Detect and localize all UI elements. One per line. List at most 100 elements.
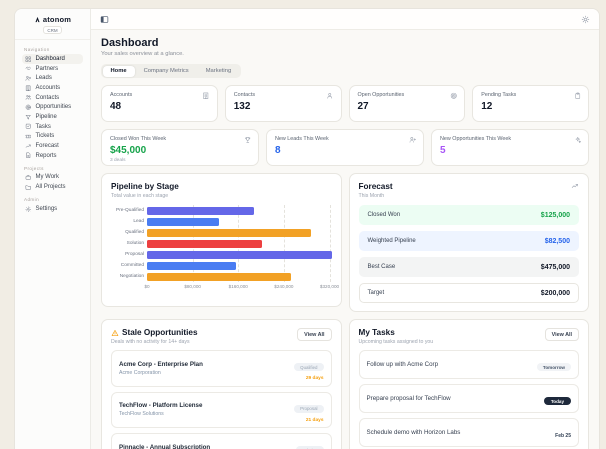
chart-x-tick: $160,000	[228, 284, 248, 289]
sidebar-toggle-icon[interactable]	[100, 15, 109, 24]
tab-home[interactable]: Home	[102, 65, 135, 77]
sidebar-item-label: Leads	[35, 75, 52, 82]
folder-icon	[25, 184, 32, 191]
forecast-value: $82,500	[544, 237, 570, 245]
sidebar-item-accounts[interactable]: Accounts	[22, 83, 83, 93]
sidebar-item-my-work[interactable]: My Work	[22, 173, 83, 183]
target-icon	[25, 104, 32, 111]
stale-view-all-button[interactable]: View All	[297, 328, 332, 341]
sidebar-item-reports[interactable]: Reports	[22, 151, 83, 161]
stage-badge: Qualified	[294, 363, 324, 371]
task-item[interactable]: Follow up with Acme Corp Tomorrow	[358, 350, 579, 379]
sidebar-item-opportunities[interactable]: Opportunities	[22, 102, 83, 112]
sidebar-item-label: Contacts	[35, 94, 60, 101]
stat-value: 5	[440, 145, 446, 156]
chart-category-label: Proposal	[125, 252, 144, 257]
stats-row: Accounts 48 Contacts 132 Open Opportunities 2…	[101, 85, 589, 122]
chart-row-lead: Lead	[111, 216, 332, 227]
forecast-rows: Closed Won $125,000 Weighted Pipeline $82,5…	[358, 205, 579, 303]
logo-badge: CRM	[43, 26, 62, 34]
logo-name: atonom	[42, 15, 72, 24]
chart-x-tick: $0	[144, 284, 150, 289]
forecast-row-closed-won: Closed Won $125,000	[358, 205, 579, 225]
chart-x-tick: $240,000	[274, 284, 294, 289]
sidebar-item-label: Opportunities	[35, 104, 72, 111]
sidebar-item-label: Partners	[35, 65, 59, 72]
forecast-label: Target	[367, 290, 385, 296]
chart-bar	[147, 239, 263, 248]
gear-icon	[25, 206, 32, 213]
building-icon	[25, 85, 32, 92]
users-icon	[25, 94, 32, 101]
sidebar-item-forecast[interactable]: Forecast	[22, 141, 83, 151]
task-item[interactable]: Schedule demo with Horizon Labs Feb 25	[358, 418, 579, 447]
stale-opportunity-item[interactable]: Pinnacle - Annual SubscriptionPinnacle I…	[111, 433, 332, 449]
chart-category-label: Lead	[133, 219, 144, 224]
sidebar-item-tasks[interactable]: Tasks	[22, 122, 83, 132]
stat-label: New Opportunities This Week	[440, 136, 512, 142]
stat-value: 27	[357, 101, 369, 112]
chart-x-tick: $80,000	[184, 284, 201, 289]
stale-opportunities-card: Stale Opportunities Deals with no activi…	[101, 319, 342, 449]
sidebar-item-dashboard[interactable]: Dashboard	[22, 54, 83, 64]
sidebar-item-leads[interactable]: Leads	[22, 73, 83, 83]
sidebar-item-settings[interactable]: Settings	[22, 204, 83, 214]
forecast-title: Forecast	[358, 182, 393, 191]
user-icon	[326, 92, 334, 100]
stat-label: Open Opportunities	[357, 92, 405, 98]
handshake-icon	[25, 65, 32, 72]
tab-company-metrics[interactable]: Company Metrics	[143, 68, 189, 74]
stale-opportunity-item[interactable]: Acme Corp - Enterprise Plan Acme Corporat…	[111, 350, 332, 387]
task-due-badge: Tomorrow	[536, 363, 571, 371]
warning-icon	[111, 329, 119, 337]
chart-row-proposal: Proposal	[111, 249, 332, 260]
stat-label: New Leads This Week	[275, 136, 329, 142]
sidebar-item-tickets[interactable]: Tickets	[22, 132, 83, 142]
sidebar-item-label: Forecast	[35, 143, 59, 150]
sidebar-item-all-projects[interactable]: All Projects	[22, 182, 83, 192]
chart-subtitle: Total value in each stage	[111, 193, 169, 199]
sidebar-item-pipeline[interactable]: Pipeline	[22, 112, 83, 122]
chart-category-label: Negotiation	[119, 274, 144, 279]
page-title: Dashboard	[101, 37, 159, 49]
opportunity-company: TechFlow Solutions	[119, 411, 164, 418]
stat-value: 8	[275, 145, 281, 156]
chart-category-label: Qualified	[125, 230, 144, 235]
chart-row-solution: Solution	[111, 238, 332, 249]
topbar	[91, 9, 599, 30]
sidebar-item-label: My Work	[35, 174, 60, 181]
sidebar-nav: Navigation Dashboard Partners Leads Accounts…	[15, 40, 90, 223]
chart-bar	[147, 250, 332, 259]
bar-chart: Pre-Qualified Lead Qualified Solution Propos…	[111, 205, 332, 282]
stale-opportunity-item[interactable]: TechFlow - Platform License TechFlow Solu…	[111, 391, 332, 428]
sidebar-item-label: Dashboard	[35, 55, 65, 62]
chart-row-committed: Committed	[111, 260, 332, 271]
tasks-view-all-button[interactable]: View All	[544, 328, 579, 341]
forecast-row-target: Target $200,000	[358, 283, 579, 303]
stat-value: $45,000	[110, 145, 147, 156]
page-subtitle: Your sales overview at a glance.	[101, 51, 184, 57]
nav-section-label: Projects	[24, 165, 44, 171]
task-due-badge: Today	[543, 397, 571, 405]
chart-row-negotiation: Negotiation	[111, 271, 332, 282]
sidebar-item-partners[interactable]: Partners	[22, 64, 83, 74]
stat-sub: 3 deals	[110, 158, 126, 163]
days-stale: 29 days	[305, 376, 324, 381]
pipeline-chart-card: Pipeline by Stage Total value in each st…	[101, 173, 342, 307]
theme-toggle-icon[interactable]	[581, 15, 590, 24]
chart-bar	[147, 272, 292, 281]
tab-bar: Home Company Metrics Marketing	[101, 64, 241, 78]
tab-marketing[interactable]: Marketing	[205, 68, 232, 74]
clipboard-icon	[574, 92, 582, 100]
nav-section-label: Navigation	[24, 47, 50, 52]
stat-label: Closed Won This Week	[110, 136, 167, 142]
sidebar-item-contacts[interactable]: Contacts	[22, 93, 83, 103]
forecast-label: Weighted Pipeline	[367, 238, 416, 244]
chart-category-label: Pre-Qualified	[116, 208, 144, 213]
tasks-title: My Tasks	[358, 328, 395, 337]
task-item[interactable]: Prepare proposal for TechFlow Today	[358, 384, 579, 413]
chart-bar	[147, 206, 254, 215]
sidebar-item-label: All Projects	[35, 184, 66, 191]
stat-card-new-opportunities-this-week: New Opportunities This Week 5	[431, 129, 589, 166]
stat-value: 12	[481, 101, 493, 112]
